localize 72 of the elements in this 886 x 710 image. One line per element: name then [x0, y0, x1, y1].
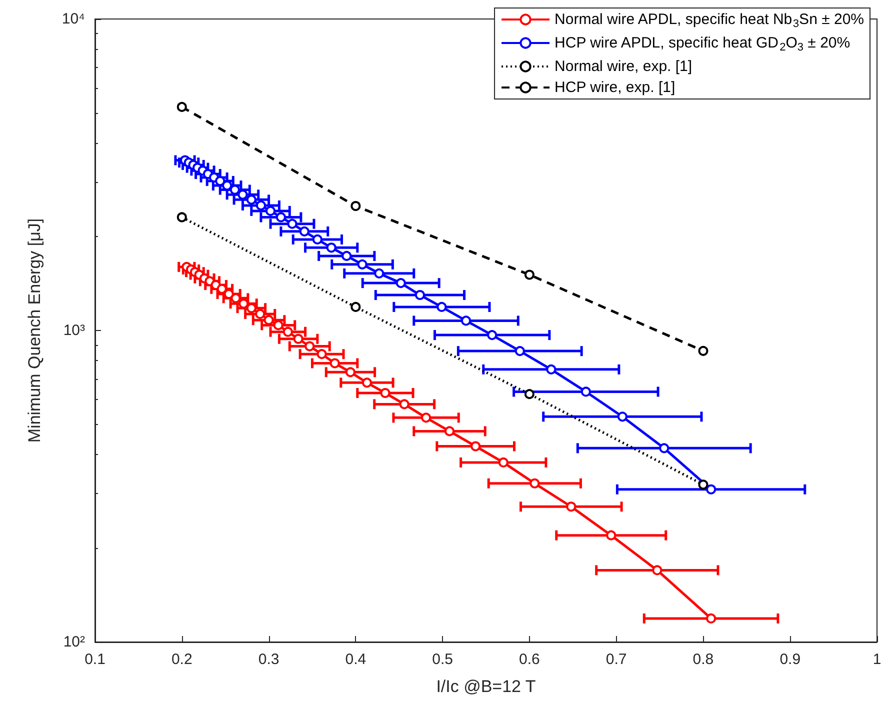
point [304, 341, 315, 352]
point [287, 218, 298, 229]
point [374, 268, 384, 278]
x-axis-title: I/Ic @B=12 T [436, 677, 536, 696]
point [276, 212, 286, 222]
point [436, 302, 447, 312]
x-tick-label: 1 [872, 651, 882, 668]
point [470, 441, 481, 452]
point [176, 102, 187, 112]
point [342, 250, 352, 261]
x-tick-label: 0.7 [606, 651, 627, 668]
point [421, 412, 432, 423]
point [617, 412, 628, 422]
point [350, 201, 361, 211]
point [246, 194, 256, 205]
point [399, 399, 410, 410]
x-tick-label: 0.5 [432, 651, 453, 668]
y-tick-label: 10³ [63, 322, 85, 339]
x-tick-label: 0.4 [345, 651, 366, 668]
point [312, 234, 322, 244]
x-tick-label: 0.8 [692, 651, 714, 668]
point [524, 270, 534, 280]
y-axis-title: Minimum Quench Energy [μJ] [25, 218, 44, 443]
point [498, 457, 508, 468]
point [256, 200, 266, 210]
point [380, 388, 390, 398]
point [444, 426, 455, 436]
point [266, 206, 276, 216]
legend-label: HCP wire, exp. [1] [554, 79, 676, 96]
point [246, 303, 256, 314]
point [176, 212, 187, 222]
point [299, 226, 310, 236]
point [293, 334, 304, 344]
point [273, 320, 284, 330]
x-tick-label: 0.1 [84, 651, 106, 668]
point [396, 278, 406, 288]
point [566, 502, 576, 512]
point [706, 484, 716, 494]
point [652, 565, 662, 576]
y-tick-label: 10² [63, 634, 85, 650]
point [606, 530, 616, 540]
point [698, 346, 708, 356]
point [216, 284, 227, 294]
point [357, 259, 368, 270]
point [659, 443, 670, 454]
point [264, 315, 274, 326]
point [362, 378, 372, 388]
point [698, 480, 708, 490]
legend-label: Normal wire, exp. [1] [554, 58, 692, 75]
point [330, 358, 340, 368]
point [345, 367, 356, 378]
point [414, 290, 425, 300]
x-tick-label: 0.2 [171, 651, 192, 668]
point [487, 330, 498, 340]
point [706, 613, 716, 624]
point [316, 349, 327, 360]
point [546, 364, 556, 374]
x-tick-label: 0.9 [780, 651, 801, 668]
point [461, 316, 472, 326]
point [282, 326, 293, 337]
x-tick-label: 0.3 [258, 651, 280, 668]
point [326, 242, 336, 253]
y-tick-label: 10⁴ [62, 10, 85, 28]
point [238, 190, 248, 200]
point [530, 478, 540, 488]
point [350, 302, 361, 312]
x-tick-label: 0.6 [519, 651, 540, 668]
point [524, 389, 534, 400]
point [255, 308, 266, 319]
point [514, 346, 525, 356]
point [215, 176, 226, 186]
point [580, 386, 591, 397]
